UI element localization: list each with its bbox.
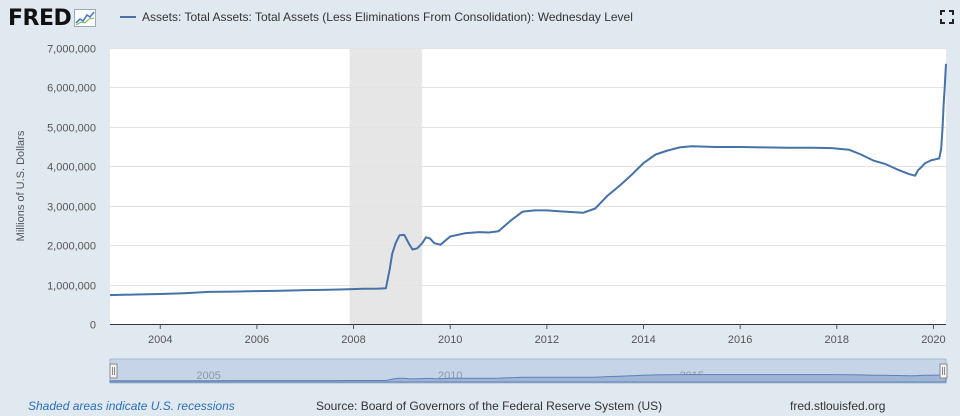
chart-legend: Assets: Total Assets: Total Assets (Less… [120, 10, 633, 24]
chart-header: FRED Assets: Total Assets: Total Assets … [0, 0, 960, 36]
y-tick-label: 6,000,000 [47, 83, 96, 95]
y-tick-label: 7,000,000 [47, 44, 96, 56]
recession-note-link[interactable]: Shaded areas indicate U.S. recessions [28, 399, 235, 413]
x-tick-label: 2012 [535, 334, 559, 346]
chart-footer: Shaded areas indicate U.S. recessions So… [0, 396, 960, 416]
x-tick-label: 2016 [728, 334, 752, 346]
x-axis-tick-labels: 2004 2006 2008 2010 2012 2014 2016 2018 2020 [148, 324, 946, 346]
chart-area: 0 1,000,000 2,000,000 3,000,000 4,000,000 5,0… [15, 44, 948, 384]
fred-chart-logo-icon [74, 9, 97, 27]
navigator-right-handle[interactable] [939, 363, 948, 379]
y-tick-label: 3,000,000 [47, 202, 96, 214]
navigator-left-handle[interactable] [109, 363, 118, 379]
x-tick-label: 2020 [921, 334, 945, 346]
x-tick-label: 2006 [245, 334, 269, 346]
navigator-year-label: 2005 [196, 370, 220, 382]
fullscreen-icon[interactable] [940, 10, 954, 24]
y-tick-label: 5,000,000 [47, 123, 96, 135]
y-tick-label: 0 [90, 320, 96, 332]
fred-url-link[interactable]: fred.stlouisfed.org [790, 399, 886, 413]
x-tick-label: 2004 [148, 334, 172, 346]
fred-logo-text: FRED [8, 5, 72, 31]
source-note: Source: Board of Governors of the Federa… [316, 399, 663, 413]
plot-background [110, 48, 946, 324]
range-navigator[interactable]: 200520102015 [109, 358, 948, 384]
navigator-series-area [109, 370, 947, 383]
y-axis-tick-labels: 0 1,000,000 2,000,000 3,000,000 4,000,000 5,0… [47, 44, 96, 332]
series-layer [109, 63, 947, 297]
grid-lines [110, 48, 946, 286]
y-axis-title: Millions of U.S. Dollars [15, 130, 27, 241]
y-tick-label: 4,000,000 [47, 162, 96, 174]
series-line [109, 63, 947, 297]
legend-swatch [120, 16, 136, 18]
recession-shading [349, 48, 423, 324]
legend-series-label: Assets: Total Assets: Total Assets (Less… [142, 10, 633, 24]
x-tick-label: 2018 [825, 334, 849, 346]
x-tick-label: 2008 [341, 334, 365, 346]
y-tick-label: 2,000,000 [47, 241, 96, 253]
fred-logo[interactable]: FRED [8, 5, 97, 31]
x-tick-label: 2014 [631, 334, 655, 346]
y-tick-label: 1,000,000 [47, 281, 96, 293]
x-tick-label: 2010 [438, 334, 462, 346]
recession-band [349, 48, 423, 324]
